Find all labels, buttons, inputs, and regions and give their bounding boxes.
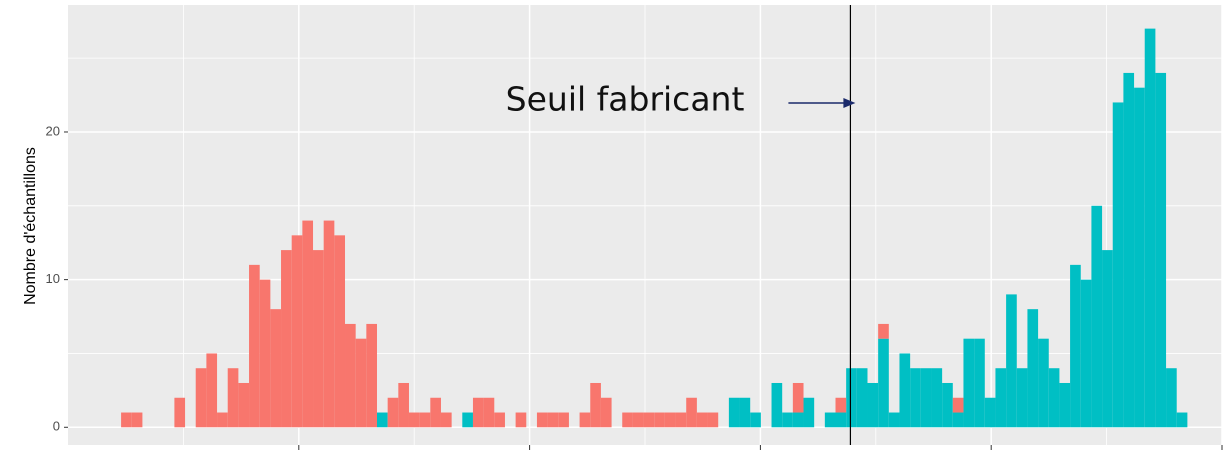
bar bbox=[824, 412, 836, 428]
bar bbox=[664, 412, 676, 428]
annotation: Seuil fabricant bbox=[506, 80, 745, 119]
arrow-head bbox=[843, 98, 856, 108]
bar bbox=[952, 397, 964, 413]
bar bbox=[963, 338, 975, 428]
bar bbox=[931, 368, 943, 428]
bar bbox=[835, 397, 847, 413]
bar bbox=[313, 250, 324, 428]
bar bbox=[942, 382, 953, 428]
bar bbox=[408, 412, 420, 428]
bar bbox=[366, 323, 377, 428]
bar bbox=[579, 412, 591, 428]
bar bbox=[771, 382, 783, 428]
bar bbox=[1134, 87, 1145, 428]
bar bbox=[1048, 368, 1060, 428]
bar bbox=[195, 368, 207, 428]
bar bbox=[227, 368, 239, 428]
bar bbox=[217, 412, 228, 428]
bar bbox=[1144, 28, 1156, 428]
bar bbox=[835, 412, 847, 428]
bar bbox=[1166, 368, 1177, 428]
bar bbox=[856, 368, 868, 428]
bar bbox=[1070, 264, 1081, 428]
bar bbox=[792, 412, 804, 428]
bar bbox=[750, 412, 761, 428]
bar bbox=[387, 397, 399, 428]
bar bbox=[291, 235, 303, 428]
bar bbox=[1027, 309, 1039, 428]
bar bbox=[323, 220, 335, 428]
bar bbox=[952, 412, 964, 428]
bar bbox=[249, 264, 260, 428]
y-tick-label: 0 bbox=[53, 419, 60, 434]
bar bbox=[878, 323, 889, 339]
bar bbox=[1112, 102, 1124, 428]
bar bbox=[1016, 368, 1028, 428]
y-axis-label: Nombre d'échantillons bbox=[22, 147, 39, 305]
bar bbox=[590, 382, 601, 428]
bar bbox=[1123, 72, 1135, 428]
bar bbox=[792, 382, 804, 413]
bar bbox=[206, 353, 218, 428]
bar bbox=[547, 412, 559, 428]
bar bbox=[462, 412, 473, 428]
bar bbox=[622, 412, 633, 428]
bar bbox=[686, 397, 697, 428]
bar bbox=[878, 338, 889, 428]
bar bbox=[494, 412, 505, 428]
bar bbox=[398, 382, 409, 428]
bar bbox=[803, 397, 815, 428]
bar bbox=[696, 412, 708, 428]
bar bbox=[174, 397, 186, 428]
bar bbox=[1102, 250, 1113, 428]
bar bbox=[675, 412, 687, 428]
bar bbox=[899, 353, 911, 428]
bar bbox=[121, 412, 132, 428]
bar bbox=[430, 397, 441, 428]
bar bbox=[515, 412, 527, 428]
bar bbox=[1080, 279, 1092, 428]
bar bbox=[654, 412, 665, 428]
bar bbox=[558, 412, 569, 428]
bar bbox=[131, 412, 143, 428]
bar bbox=[536, 412, 548, 428]
bar bbox=[782, 412, 793, 428]
bar bbox=[1176, 412, 1188, 428]
bar bbox=[259, 279, 271, 428]
bar bbox=[1006, 294, 1017, 428]
y-tick-label: 20 bbox=[46, 123, 60, 138]
bar bbox=[238, 382, 250, 428]
bar bbox=[419, 412, 431, 428]
bar bbox=[472, 397, 484, 428]
bar bbox=[707, 412, 719, 428]
bar bbox=[355, 338, 367, 428]
bar bbox=[728, 397, 740, 428]
bar bbox=[345, 323, 356, 428]
bar bbox=[867, 382, 879, 428]
bar bbox=[483, 397, 495, 428]
bar bbox=[270, 309, 282, 428]
bar bbox=[920, 368, 932, 428]
bar bbox=[302, 220, 314, 428]
bar bbox=[739, 397, 751, 428]
bar bbox=[1038, 338, 1049, 428]
bar bbox=[334, 235, 346, 428]
bar bbox=[846, 368, 857, 428]
y-tick-label: 10 bbox=[46, 271, 60, 286]
bar bbox=[995, 368, 1007, 428]
bar bbox=[1091, 205, 1103, 428]
bar bbox=[600, 397, 612, 428]
bar bbox=[376, 412, 388, 428]
bar bbox=[984, 397, 996, 428]
bar bbox=[281, 250, 292, 428]
bar bbox=[632, 412, 644, 428]
bar bbox=[440, 412, 452, 428]
bar bbox=[643, 412, 655, 428]
bar bbox=[888, 412, 900, 428]
bar bbox=[1059, 382, 1071, 428]
bar bbox=[974, 338, 985, 428]
bar bbox=[910, 368, 921, 428]
bar bbox=[1155, 72, 1167, 428]
